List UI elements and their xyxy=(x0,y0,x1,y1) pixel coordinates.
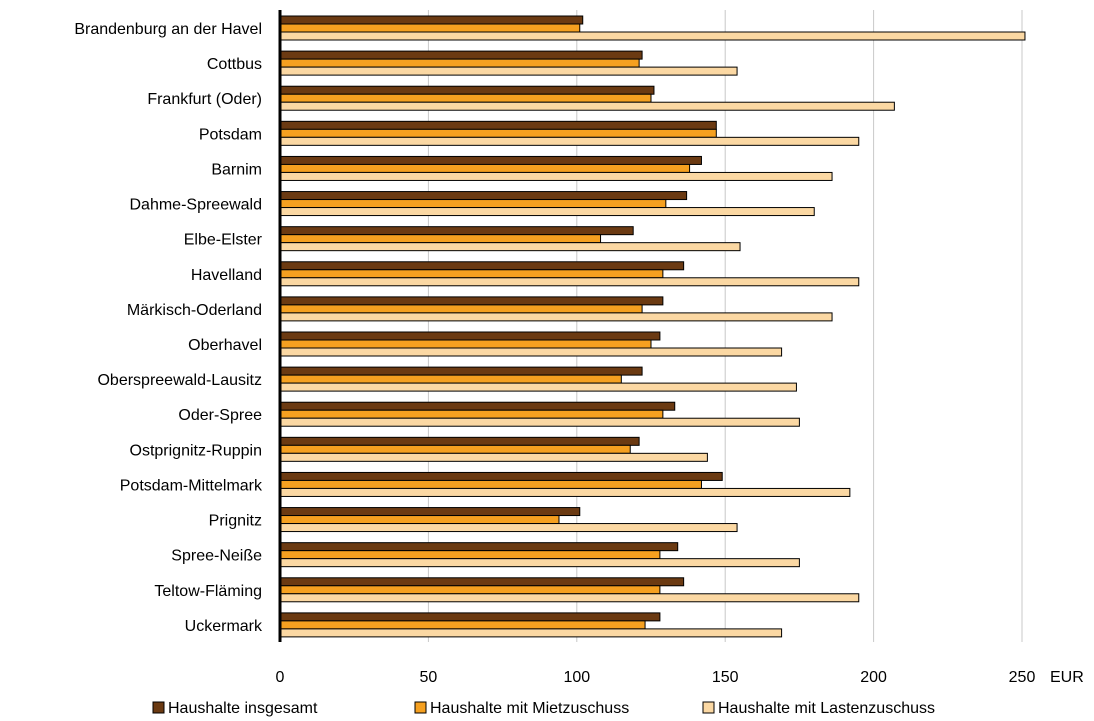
bar xyxy=(279,382,797,392)
category-label: Frankfurt (Oder) xyxy=(147,91,262,108)
bar xyxy=(279,242,741,252)
bar xyxy=(279,452,708,462)
bar xyxy=(279,163,691,173)
bar xyxy=(279,199,667,209)
category-label: Spree-Neiße xyxy=(171,548,262,565)
bar xyxy=(279,101,895,111)
x-tick-label: 250 xyxy=(1009,669,1036,686)
bar xyxy=(279,171,833,181)
bar xyxy=(279,479,702,489)
category-label: Oberspreewald-Lausitz xyxy=(97,372,262,389)
bar xyxy=(279,304,643,314)
bar xyxy=(279,128,717,138)
bar xyxy=(279,155,702,165)
bar xyxy=(279,66,738,76)
legend-label: Haushalte mit Lastenzuschuss xyxy=(718,700,935,717)
category-label: Havelland xyxy=(191,267,262,284)
bar xyxy=(279,593,860,603)
legend-swatch xyxy=(702,701,715,714)
bar xyxy=(279,277,860,287)
bar xyxy=(279,269,664,279)
bar xyxy=(279,296,664,306)
bar xyxy=(279,374,622,384)
bar xyxy=(279,577,685,587)
bar xyxy=(279,93,652,103)
x-tick-label: 0 xyxy=(276,669,285,686)
category-label: Teltow-Fläming xyxy=(154,583,262,600)
bar xyxy=(279,312,833,322)
bar xyxy=(279,50,643,60)
category-label: Potsdam xyxy=(199,126,262,143)
category-label: Oberhavel xyxy=(188,337,262,354)
bar xyxy=(279,261,685,271)
bar xyxy=(279,507,581,517)
bar xyxy=(279,444,631,454)
bars xyxy=(279,15,1026,638)
bar xyxy=(279,191,688,201)
bar xyxy=(279,471,723,481)
category-label: Barnim xyxy=(211,161,262,178)
x-tick-label: 100 xyxy=(563,669,590,686)
gridlines xyxy=(427,10,1023,642)
bar xyxy=(279,628,783,638)
x-axis-tick-labels: 0 50 100 150 200 250 xyxy=(276,669,1036,686)
bar xyxy=(279,612,661,622)
bar xyxy=(279,409,664,419)
category-label: Brandenburg an der Havel xyxy=(74,21,262,38)
bar xyxy=(279,585,661,595)
category-label: Uckermark xyxy=(185,618,263,635)
category-labels: Brandenburg an der Havel Cottbus Frankfurt… xyxy=(74,21,263,635)
category-label: Elbe-Elster xyxy=(184,232,263,249)
legend-label: Haushalte mit Mietzuschuss xyxy=(430,700,629,717)
category-label: Ostprignitz-Ruppin xyxy=(130,442,263,459)
bar xyxy=(279,234,602,244)
bar xyxy=(279,620,646,630)
x-tick-label: 200 xyxy=(860,669,887,686)
legend-swatch xyxy=(152,701,165,714)
bar xyxy=(279,31,1026,41)
category-label: Dahme-Spreewald xyxy=(129,197,262,214)
category-label: Potsdam-Mittelmark xyxy=(120,477,263,494)
bar xyxy=(279,401,676,411)
bar xyxy=(279,550,661,560)
bar xyxy=(279,339,652,349)
bar xyxy=(279,136,860,146)
bar xyxy=(279,15,584,25)
legend-swatch xyxy=(414,701,427,714)
legend-label: Haushalte insgesamt xyxy=(168,700,318,717)
bar xyxy=(279,542,679,552)
bar xyxy=(279,23,581,33)
legend: Haushalte insgesamt Haushalte mit Mietzus… xyxy=(152,700,935,717)
bar xyxy=(279,58,640,68)
bar xyxy=(279,226,634,236)
bar xyxy=(279,366,643,376)
category-label: Oder-Spree xyxy=(178,407,262,424)
bar xyxy=(279,417,800,427)
bar xyxy=(279,487,851,497)
x-tick-label: 50 xyxy=(420,669,438,686)
category-label: Cottbus xyxy=(207,56,262,73)
x-axis-unit-label: EUR xyxy=(1050,669,1084,686)
bar xyxy=(279,120,717,130)
bar xyxy=(279,331,661,341)
bar xyxy=(279,558,800,568)
bar xyxy=(279,347,783,357)
bar xyxy=(279,436,640,446)
x-tick-label: 150 xyxy=(712,669,739,686)
bar xyxy=(279,523,738,533)
bar xyxy=(279,85,655,95)
bar xyxy=(279,207,815,217)
category-label: Märkisch-Oderland xyxy=(127,302,262,319)
category-label: Prignitz xyxy=(209,513,262,530)
bar xyxy=(279,515,560,525)
